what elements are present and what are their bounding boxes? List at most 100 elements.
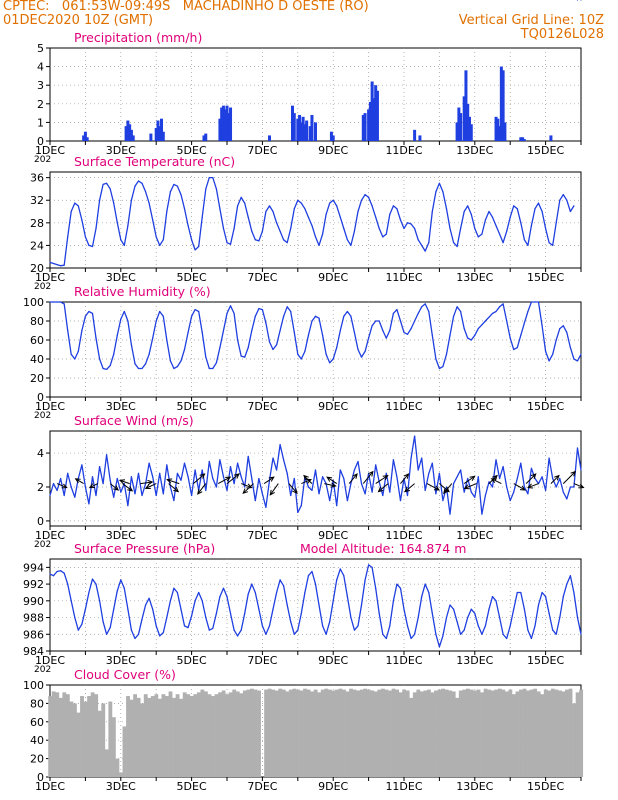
wind-point [307, 486, 310, 488]
temp-ytick-label: 36 [30, 172, 44, 185]
press-ytick-label: 986 [23, 628, 44, 641]
wind-point [491, 486, 494, 488]
rh-point [130, 344, 133, 346]
press-point [95, 583, 97, 585]
cloud-bar [108, 701, 113, 777]
wind-point [545, 489, 547, 491]
rh-point [350, 315, 352, 317]
press-point [520, 591, 522, 594]
precip-bar [161, 131, 165, 141]
temp-point [159, 244, 161, 247]
press-point [474, 612, 476, 614]
rh-point [474, 334, 476, 336]
cloud-bar [104, 749, 109, 777]
precip-xtick-label: 13DEC [456, 144, 493, 157]
rh-point [467, 337, 469, 339]
press-point [265, 633, 267, 635]
precip-bar [160, 118, 164, 141]
wind-arrow-shaft [89, 483, 99, 489]
rh-point [258, 308, 260, 310]
precip-xtick-label: 11DEC [385, 144, 422, 157]
wind-arrow-shaft [513, 483, 526, 491]
press-point [52, 575, 55, 577]
temp-point [307, 216, 310, 218]
press-point [222, 587, 225, 589]
rh-point [240, 355, 242, 357]
rh-point [120, 318, 122, 320]
press-point [180, 608, 182, 610]
wind-point [229, 466, 232, 468]
temp-point [438, 182, 440, 184]
wind-point [576, 447, 579, 449]
rh-point [491, 312, 494, 314]
temp-point [49, 261, 51, 263]
rh-point [283, 315, 285, 317]
header-location: CPTEC: 061:53W-09:49S MACHADINHO D OESTE… [3, 0, 369, 14]
temp-point [357, 210, 359, 213]
wind-arrow-head [463, 484, 470, 490]
wind-point [102, 482, 104, 485]
wind-arrow-shaft [527, 483, 539, 489]
rh-point [534, 301, 536, 303]
cloud-bar [345, 691, 350, 777]
cloud-bar [182, 692, 187, 777]
rh-point [169, 360, 171, 362]
temp-point [120, 239, 122, 241]
wind-arrow [562, 470, 577, 484]
rh-point [435, 358, 437, 360]
press-point [152, 608, 154, 610]
press-xtick-label: 11DEC [385, 654, 422, 667]
precip-bar [204, 133, 208, 141]
rh-point [74, 358, 76, 360]
rh-point [56, 301, 58, 303]
precip-bar [418, 135, 422, 141]
press-frame [49, 558, 582, 652]
wind-arrow-shaft [362, 471, 374, 484]
cloud-bar [519, 689, 523, 777]
rh-point [559, 328, 561, 330]
temp-point [166, 210, 168, 213]
rh-point [410, 328, 412, 330]
temp-point [173, 183, 175, 186]
press-point [113, 608, 115, 610]
temp-point [410, 223, 412, 225]
wind-arrow-head [113, 485, 120, 491]
temp-point [414, 227, 416, 230]
rh-point [442, 366, 444, 368]
wind-point [247, 455, 249, 458]
press-xtick-label: 1DEC [35, 654, 65, 667]
cloud-bar [203, 691, 208, 777]
press-point [325, 633, 327, 635]
press-point [134, 637, 136, 640]
wind-arrow [375, 474, 389, 485]
temp-point [198, 245, 200, 248]
wind-arrow [56, 483, 68, 489]
precip-bar [290, 105, 294, 141]
wind-arrow-head [197, 489, 203, 495]
cloud-bar [310, 691, 315, 777]
press-point [60, 570, 62, 572]
rh-point [123, 310, 125, 313]
temp-point [406, 222, 409, 224]
press-point [392, 600, 394, 602]
temp-point [141, 182, 143, 184]
rh-title: Relative Humidity (%) [74, 284, 211, 299]
rh-point [548, 360, 550, 362]
wind-arrow-shaft [109, 483, 119, 491]
rh-point [318, 317, 320, 319]
precip-bar [310, 114, 314, 141]
cloud-bar [218, 692, 222, 777]
wind-point [251, 477, 253, 480]
wind-point [431, 462, 433, 464]
rh-point [152, 337, 154, 339]
press-point [417, 616, 419, 619]
wind-arrow [217, 476, 232, 485]
rh-point [52, 301, 55, 303]
cloud-bar [147, 697, 152, 777]
cloud-bar [391, 688, 396, 777]
press-point [130, 629, 133, 631]
wind-arrow [463, 483, 477, 490]
wind-point [396, 476, 398, 478]
wind-point [339, 469, 341, 471]
precip-year-label: 202 [34, 155, 51, 165]
